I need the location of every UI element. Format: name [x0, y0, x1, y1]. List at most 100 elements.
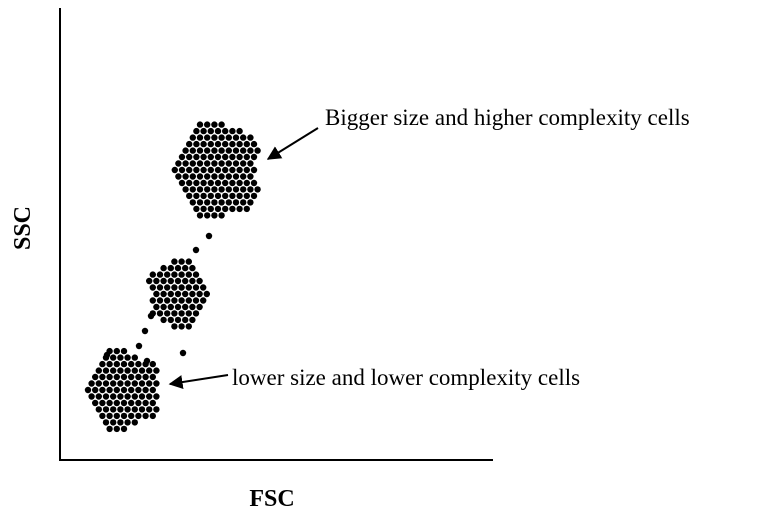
dot: [222, 153, 229, 161]
dot: [182, 186, 189, 193]
dot: [113, 425, 121, 433]
dot: [240, 199, 247, 206]
dot: [204, 147, 211, 154]
dot: [117, 367, 124, 374]
dot: [193, 205, 200, 213]
dot: [171, 310, 178, 317]
dot: [247, 160, 254, 167]
dot: [113, 360, 121, 368]
arrow: [168, 374, 229, 389]
dot: [232, 199, 240, 206]
dot: [95, 367, 103, 374]
dot: [88, 380, 95, 387]
dot: [147, 312, 155, 320]
dot: [247, 173, 254, 180]
dot: [204, 121, 211, 128]
dot: [204, 212, 211, 219]
dot: [167, 264, 174, 272]
dot: [218, 147, 225, 154]
dot: [222, 127, 229, 135]
dot: [229, 192, 236, 200]
dot: [240, 134, 247, 141]
dot: [247, 186, 254, 193]
dot: [250, 140, 258, 148]
dot: [207, 179, 214, 187]
dot: [102, 406, 110, 413]
dot: [196, 173, 204, 180]
dot: [99, 399, 106, 407]
dot: [102, 367, 110, 374]
dot: [164, 310, 171, 317]
dot: [243, 192, 250, 200]
dot: [250, 179, 258, 187]
dot: [146, 406, 153, 413]
dot: [120, 347, 128, 355]
dot: [149, 271, 156, 278]
dot: [207, 192, 214, 200]
dot: [106, 399, 113, 407]
dot: [218, 199, 225, 206]
dot: [142, 386, 149, 394]
dot: [124, 419, 131, 426]
dot: [214, 140, 222, 148]
dot: [200, 153, 207, 161]
dot: [193, 153, 200, 161]
dot: [92, 373, 99, 381]
dot: [189, 147, 196, 154]
dot: [182, 147, 189, 154]
dot: [160, 303, 167, 311]
dot: [102, 380, 110, 387]
dot: [229, 153, 236, 161]
dot: [120, 386, 128, 394]
dot: [160, 277, 167, 285]
dot: [167, 290, 174, 298]
dot: [189, 199, 196, 206]
dot: [160, 264, 167, 272]
dot: [200, 166, 207, 174]
dot: [185, 284, 192, 291]
dot: [131, 354, 138, 361]
annotation: lower size and lower complexity cells: [232, 365, 580, 390]
dot: [131, 380, 138, 387]
dot-clusters: [84, 121, 261, 433]
dot: [204, 173, 211, 180]
dot: [203, 290, 210, 298]
dot: [167, 316, 174, 324]
dot: [189, 160, 196, 167]
dot: [254, 147, 261, 154]
dot: [110, 406, 117, 413]
dot: [117, 419, 124, 426]
dot: [196, 121, 204, 128]
dot: [131, 367, 138, 374]
dot: [174, 264, 182, 272]
dot: [153, 367, 160, 374]
dot: [189, 290, 196, 298]
dot: [189, 264, 196, 272]
dot: [232, 160, 240, 167]
dot: [193, 140, 200, 148]
dot: [207, 140, 214, 148]
dot: [211, 134, 218, 141]
dot: [88, 393, 95, 400]
dot: [175, 173, 182, 180]
dot: [232, 134, 240, 141]
dot: [103, 351, 111, 359]
dot: [167, 303, 174, 311]
dot: [185, 323, 192, 330]
dot: [153, 380, 160, 387]
dot: [240, 160, 247, 167]
dot: [225, 173, 232, 180]
dot: [171, 284, 178, 291]
dot: [149, 297, 156, 304]
dot: [138, 406, 146, 413]
dot: [243, 153, 250, 161]
dot: [243, 140, 250, 148]
dot: [250, 166, 258, 174]
dot: [189, 277, 196, 285]
dot: [113, 347, 121, 355]
dot: [117, 406, 124, 413]
dot: [182, 173, 189, 180]
dot: [247, 199, 254, 206]
